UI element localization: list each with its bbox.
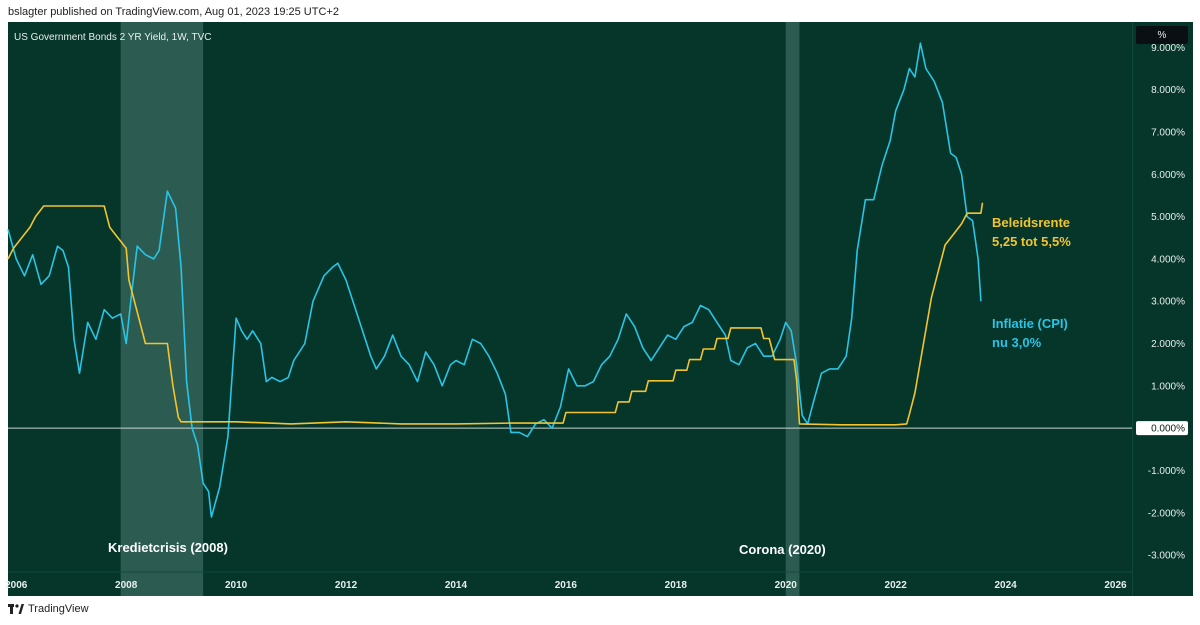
series-layer (7, 42, 984, 518)
x-tick-label: 2024 (994, 580, 1017, 591)
y-tick-label: -1.000% (1148, 466, 1185, 477)
annotation-credit-crisis: Kredietcrisis (2008) (108, 540, 228, 555)
y-tick-label: 3.000% (1151, 297, 1185, 308)
y-tick-label: 5.000% (1151, 212, 1185, 223)
unit-label[interactable]: % (1136, 26, 1188, 44)
x-tick-label: 2020 (775, 580, 798, 591)
annotation-inflation-title: Inflatie (CPI) (992, 316, 1068, 331)
policy-rate-line[interactable] (7, 202, 984, 426)
annotation-policy-rate-value: 5,25 tot 5,5% (992, 234, 1071, 249)
x-tick-label: 2012 (335, 580, 358, 591)
x-axis-ticks: 2006 2008 2010 2012 2014 2016 2018 2020 2022 2024… (5, 571, 1132, 591)
inflation-line[interactable] (7, 42, 982, 518)
x-tick-label: 2022 (885, 580, 908, 591)
x-tick-label: 2008 (115, 580, 138, 591)
x-tick-label: 2010 (225, 580, 248, 591)
annotation-policy-rate-title: Beleidsrente (992, 215, 1071, 230)
annotation-corona: Corona (2020) (739, 542, 826, 557)
annotation-inflation-value: nu 3,0% (992, 335, 1042, 350)
x-tick-label: 2014 (445, 580, 468, 591)
shaded-periods (120, 22, 800, 596)
y-tick-label: 9.000% (1151, 43, 1185, 54)
price-axis-pane[interactable] (1132, 22, 1193, 596)
y-tick-label: 2.000% (1151, 339, 1185, 350)
published-line: bslagter published on TradingView.com, A… (8, 6, 339, 18)
footer: TradingView (8, 603, 89, 615)
tradingview-logo-icon (8, 604, 24, 614)
symbol-title: US Government Bonds 2 YR Yield, 1W, TVC (14, 32, 212, 43)
y-tick-label: 8.000% (1151, 85, 1185, 96)
zero-value-badge (1136, 421, 1188, 436)
x-tick-label: 2026 (1104, 580, 1127, 591)
x-tick-label: 2016 (555, 580, 578, 591)
y-axis-ticks: 9.000% 8.000% 7.000% 6.000% 5.000% 4.000% 3.00… (1136, 43, 1188, 562)
y-tick-label: 0.000% (1151, 424, 1185, 435)
annotation-inflation: Inflatie (CPI) nu 3,0% (992, 314, 1068, 352)
x-tick-label: 2006 (5, 580, 28, 591)
x-tick-label: 2018 (665, 580, 688, 591)
shaded-period-0 (120, 22, 204, 596)
shaded-period-1 (785, 22, 800, 596)
y-tick-label: -2.000% (1148, 508, 1185, 519)
y-tick-label: 7.000% (1151, 128, 1185, 139)
footer-brand: TradingView (28, 603, 89, 615)
annotation-policy-rate: Beleidsrente 5,25 tot 5,5% (992, 213, 1071, 251)
y-tick-label: 4.000% (1151, 254, 1185, 265)
y-tick-label: 1.000% (1151, 381, 1185, 392)
y-tick-label: 6.000% (1151, 170, 1185, 181)
y-tick-label: -3.000% (1148, 551, 1185, 562)
